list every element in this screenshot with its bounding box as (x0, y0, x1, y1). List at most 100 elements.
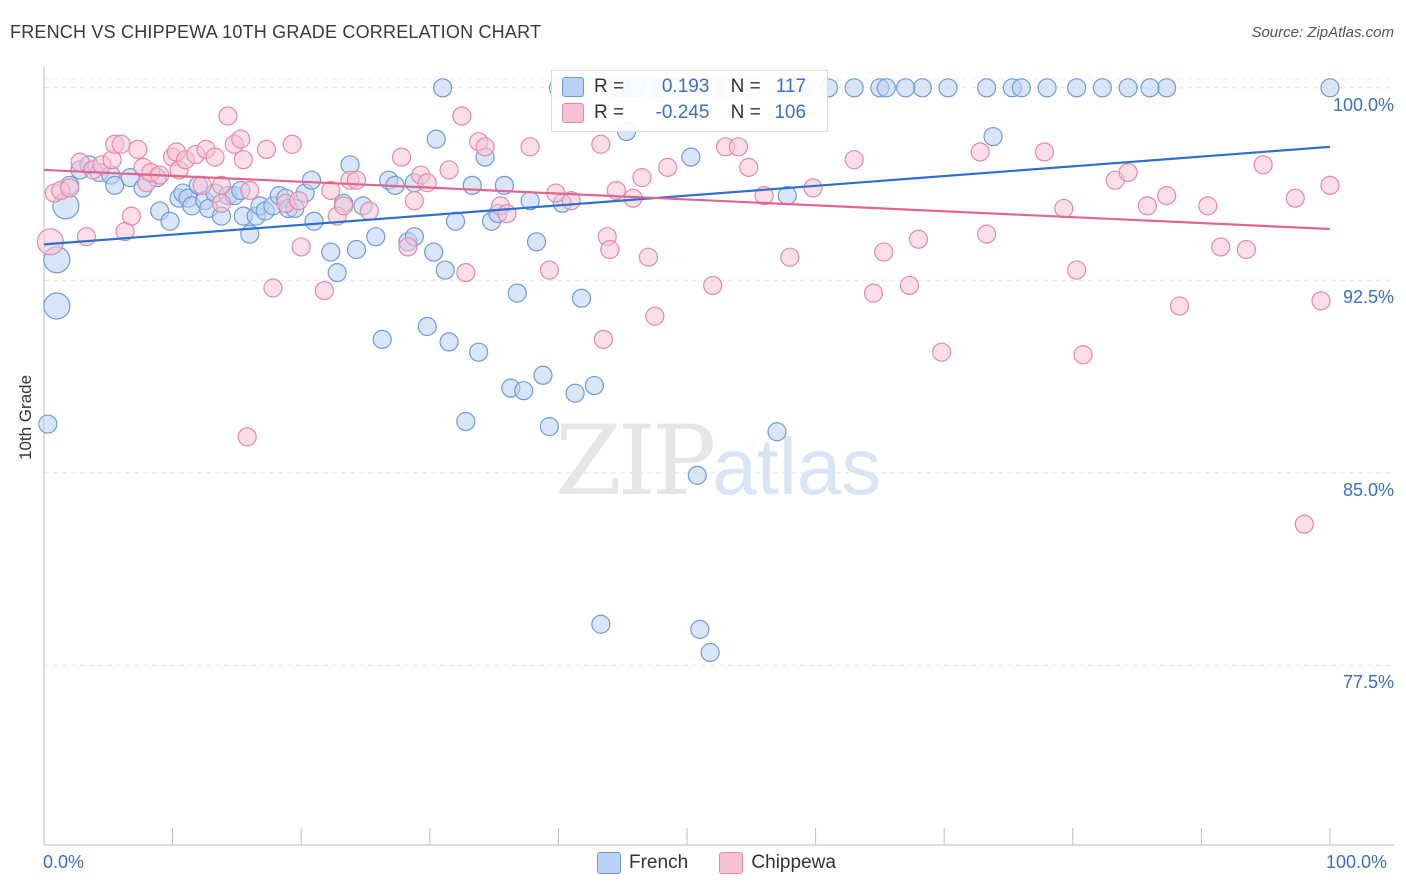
french-point-84 (690, 619, 710, 639)
french-point-91 (912, 78, 932, 98)
chippewa-point-97 (1157, 186, 1177, 206)
french-point-114 (1011, 78, 1031, 98)
french-point-55 (426, 129, 446, 149)
chippewa-point-38 (289, 191, 309, 211)
chippewa-point-95 (1118, 162, 1138, 183)
chippewa-point-5 (76, 227, 97, 247)
chippewa-point-51 (417, 173, 437, 193)
french-point-99 (1157, 78, 1177, 98)
chippewa-point-45 (346, 170, 367, 190)
french-point-46 (366, 227, 386, 247)
y-tick-label-0: 100.0% (1332, 94, 1394, 115)
legend-chippewa-swatch (719, 852, 744, 874)
chippewa-point-71 (638, 247, 659, 267)
chippewa-point-32 (237, 427, 257, 447)
french-r-value: 0.193 (661, 76, 710, 97)
chippewa-point-25 (205, 147, 225, 167)
chippewa-n-label: N = (730, 102, 761, 123)
chippewa-point-64 (591, 134, 611, 154)
chippewa-point-12 (121, 206, 142, 226)
french-point-93 (977, 78, 997, 98)
chippewa-point-48 (398, 237, 418, 257)
french-point-82 (681, 147, 701, 167)
chippewa-point-81 (803, 178, 823, 198)
chippewa-point-99 (1198, 196, 1218, 216)
chippewa-point-27 (211, 193, 232, 213)
chippewa-point-67 (600, 239, 620, 260)
legend-french-swatch (597, 852, 621, 874)
axes (43, 66, 1394, 846)
french-point-83 (687, 465, 707, 485)
stats-row-french: R = 0.193 N = 117 (562, 76, 806, 102)
french-point-72 (539, 417, 559, 437)
french-point-47 (372, 329, 392, 349)
chippewa-point-59 (520, 137, 540, 157)
french-point-96 (1067, 78, 1087, 98)
chippewa-r-label: R = (594, 102, 625, 123)
chippewa-swatch (562, 102, 584, 123)
trend-lines (43, 145, 1331, 246)
chippewa-point-47 (391, 147, 412, 167)
french-point-58 (445, 211, 466, 231)
chippewa-point-96 (1137, 196, 1157, 216)
source-label: Source: ZipAtlas.com (1251, 24, 1394, 41)
chippewa-point-90 (1034, 142, 1055, 162)
chippewa-point-88 (970, 142, 990, 162)
french-point-97 (1092, 78, 1112, 98)
french-point-113 (1140, 78, 1160, 98)
french-point-71 (533, 365, 553, 385)
chippewa-point-86 (908, 229, 929, 249)
french-point-59 (456, 411, 476, 432)
french-point-94 (983, 126, 1003, 147)
french-point-101 (433, 78, 453, 98)
french-point-54 (424, 242, 444, 262)
french-point-70 (526, 232, 547, 252)
chippewa-point-85 (899, 275, 920, 296)
chippewa-point-39 (291, 237, 311, 257)
chippewa-point-58 (497, 203, 517, 224)
chippewa-point-70 (632, 168, 652, 188)
y-tick-label-2: 85.0% (1342, 479, 1394, 500)
french-point-111 (896, 78, 916, 98)
chippewa-point-82 (844, 150, 864, 170)
chippewa-point-77 (728, 137, 749, 157)
french-point-98 (1118, 78, 1138, 98)
french-point-39 (304, 211, 324, 231)
chippewa-point-53 (452, 106, 472, 126)
chippewa-point-49 (404, 191, 424, 211)
chippewa-point-83 (863, 283, 884, 303)
chippewa-point-41 (321, 180, 341, 201)
chart-title: FRENCH VS CHIPPEWA 10TH GRADE CORRELATIO… (10, 22, 542, 42)
chippewa-point-10 (111, 134, 131, 154)
french-point-67 (507, 283, 527, 303)
x-tick-label-min: 0.0% (43, 852, 85, 872)
french-point-110 (844, 78, 864, 98)
chippewa-point-98 (1169, 296, 1190, 316)
x-tick-label-max: 100.0% (1326, 852, 1388, 872)
chippewa-point-89 (977, 224, 997, 244)
french-point-86 (767, 422, 787, 442)
legend-chippewa-label: Chippewa (751, 852, 836, 874)
stats-row-chippewa: R = -0.245 N = 106 (562, 102, 806, 128)
chippewa-point-30 (231, 129, 251, 149)
chippewa-point-54 (456, 263, 476, 283)
french-point-38 (301, 170, 322, 190)
chippewa-point-102 (1253, 155, 1273, 175)
chippewa-point-28 (218, 106, 238, 126)
french-point-9 (105, 175, 125, 195)
chippewa-point-104 (1294, 514, 1314, 534)
legend-french-label: French (629, 852, 689, 874)
chippewa-point-31 (233, 150, 253, 170)
french-point-41 (327, 263, 347, 283)
chippewa-point-33 (240, 180, 260, 201)
chippewa-point-101 (1236, 239, 1257, 260)
chippewa-point-65 (593, 329, 614, 349)
chippewa-n-value: 106 (774, 102, 807, 123)
french-point-40 (321, 242, 341, 262)
chippewa-point-60 (539, 260, 559, 280)
french-point-2 (43, 292, 71, 320)
legend-item-french[interactable]: French (597, 852, 688, 874)
chippewa-r-value: -0.245 (655, 102, 710, 123)
legend-item-chippewa[interactable]: Chippewa (719, 852, 836, 874)
